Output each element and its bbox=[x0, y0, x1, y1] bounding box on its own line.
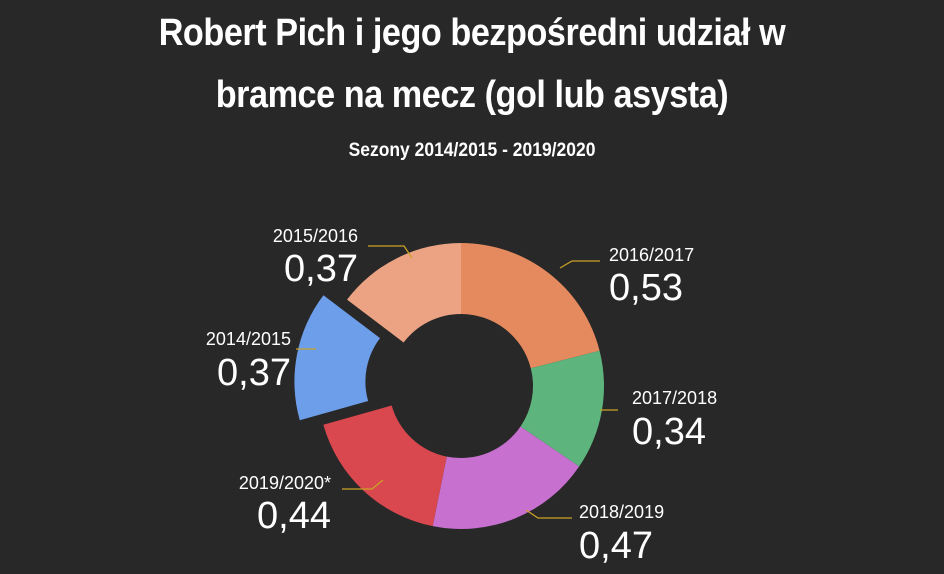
leader-line bbox=[342, 479, 384, 490]
donut-slices bbox=[294, 243, 604, 529]
value-label: 0,47 bbox=[579, 525, 653, 567]
value-label: 0,53 bbox=[609, 267, 683, 309]
slice-20162017 bbox=[461, 243, 600, 369]
slice-20142015 bbox=[294, 295, 381, 421]
leader-line bbox=[368, 245, 413, 259]
season-label: 2015/2016 bbox=[273, 226, 358, 246]
value-label: 0,44 bbox=[257, 495, 331, 537]
chart-title-line-2: bramce na mecz (gol lub asysta) bbox=[215, 74, 729, 116]
value-label: 0,37 bbox=[217, 352, 291, 394]
slice-20182019 bbox=[432, 426, 580, 529]
slice-20172018 bbox=[520, 350, 604, 467]
season-label: 2014/2015 bbox=[206, 329, 291, 349]
season-label: 2016/2017 bbox=[609, 245, 694, 265]
slice-20192020 bbox=[323, 405, 447, 527]
leader-line bbox=[525, 509, 572, 519]
slice-20152016 bbox=[347, 243, 461, 343]
leader-line bbox=[559, 260, 600, 269]
value-label: 0,34 bbox=[632, 411, 706, 453]
leader-lines bbox=[296, 245, 618, 519]
season-label: 2019/2020* bbox=[239, 473, 331, 493]
season-label: 2018/2019 bbox=[579, 502, 664, 522]
value-label: 0,37 bbox=[284, 248, 358, 290]
season-label: 2017/2018 bbox=[632, 388, 717, 408]
chart-subtitle: Sezony 2014/2015 - 2019/2020 bbox=[348, 140, 596, 161]
chart-title: Robert Pich i jego bezpośredni udział w … bbox=[47, 2, 897, 126]
chart-title-line-1: Robert Pich i jego bezpośredni udział w bbox=[158, 12, 786, 54]
